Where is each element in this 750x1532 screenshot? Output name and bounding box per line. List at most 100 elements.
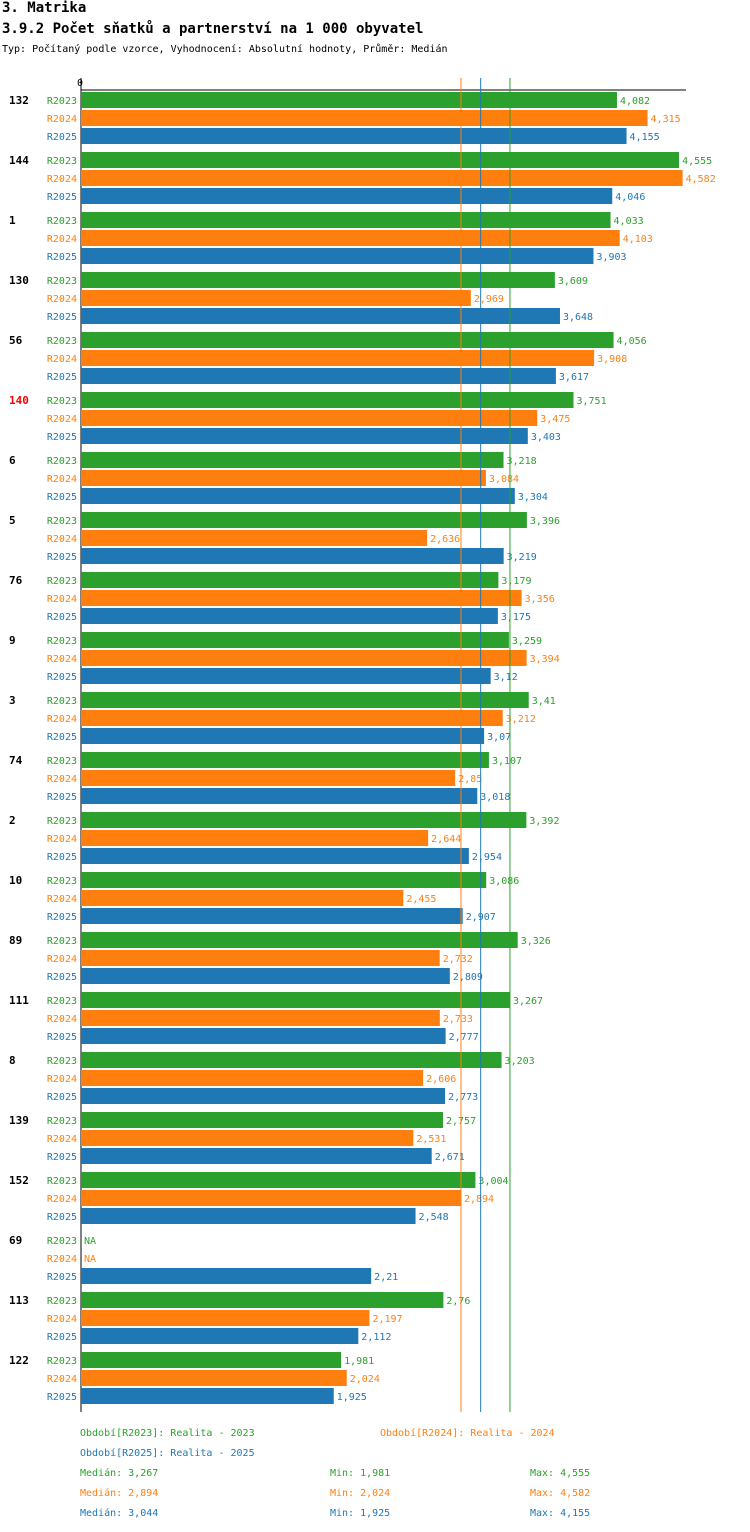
data-label: 3,219: [507, 552, 537, 563]
series-label: R2025: [47, 492, 77, 503]
series-label: R2023: [47, 1356, 77, 1367]
data-label: 3,903: [596, 252, 626, 263]
series-label: R2023: [47, 1236, 77, 1247]
bar: [81, 428, 528, 444]
legend-min-r2023: Min: 1,981: [330, 1468, 391, 1479]
series-label: R2025: [47, 792, 77, 803]
bar: [81, 1310, 370, 1326]
bar: [81, 128, 627, 144]
data-label: 3,086: [489, 876, 519, 887]
series-label: R2025: [47, 732, 77, 743]
bar: [81, 1328, 359, 1344]
series-label: R2025: [47, 1092, 77, 1103]
bar: [81, 632, 509, 648]
series-label: R2025: [47, 852, 77, 863]
data-label: 3,356: [525, 594, 555, 605]
data-label: 2,636: [430, 534, 460, 545]
data-label: 3,475: [540, 414, 570, 425]
legend-min-r2025: Min: 1,925: [330, 1508, 391, 1519]
bar: [81, 548, 504, 564]
series-label: R2024: [47, 354, 77, 365]
data-label: 3,751: [577, 396, 607, 407]
series-label: R2024: [47, 534, 77, 545]
chart-title: 3.9.2 Počet sňatků a partnerství na 1 00…: [2, 21, 424, 37]
data-label: 3,396: [530, 516, 560, 527]
data-label: 2,732: [443, 954, 473, 965]
data-label: 4,555: [682, 156, 712, 167]
series-label: R2023: [47, 876, 77, 887]
category-label: 6: [9, 454, 16, 467]
series-label: R2024: [47, 654, 77, 665]
bar: [81, 1010, 440, 1026]
bar: [81, 1130, 414, 1146]
series-label: R2023: [47, 636, 77, 647]
bar: [81, 92, 617, 108]
bar: [81, 1028, 446, 1044]
bar: [81, 272, 555, 288]
bar: [81, 212, 611, 228]
bar: [81, 350, 595, 366]
series-label: R2023: [47, 216, 77, 227]
series-label: R2024: [47, 1134, 77, 1145]
bar: [81, 1052, 502, 1068]
data-label: 3,259: [512, 636, 542, 647]
category-label: 3: [9, 694, 16, 707]
data-label: 3,304: [518, 492, 548, 503]
legend-period-r2025: Období[R2025]: Realita - 2025: [80, 1448, 255, 1459]
series-label: R2024: [47, 294, 77, 305]
category-label: 130: [9, 274, 29, 287]
series-label: R2023: [47, 96, 77, 107]
series-label: R2023: [47, 276, 77, 287]
category-label: 2: [9, 814, 16, 827]
series-label: R2025: [47, 192, 77, 203]
data-label: 3,004: [478, 1176, 508, 1187]
bar: [81, 890, 404, 906]
category-label: 140: [9, 394, 29, 407]
data-label: 1,925: [337, 1392, 367, 1403]
series-label: R2023: [47, 936, 77, 947]
bar: [81, 110, 648, 126]
series-label: R2024: [47, 714, 77, 725]
bar: [81, 170, 683, 186]
data-label: 2,112: [361, 1332, 391, 1343]
bar: [81, 248, 594, 264]
category-label: 122: [9, 1354, 29, 1367]
series-label: R2025: [47, 972, 77, 983]
bar: [81, 590, 522, 606]
category-label: 56: [9, 334, 23, 347]
data-label: NA: [84, 1236, 96, 1247]
bar: [81, 1148, 432, 1164]
bar: [81, 608, 498, 624]
category-label: 139: [9, 1114, 29, 1127]
bar: [81, 668, 491, 684]
data-label: 3,179: [501, 576, 531, 587]
series-label: R2024: [47, 774, 77, 785]
data-label: 4,056: [617, 336, 647, 347]
bar: [81, 848, 469, 864]
data-label: 4,155: [630, 132, 660, 143]
bar: [81, 512, 527, 528]
bar: [81, 470, 486, 486]
category-label: 74: [9, 754, 23, 767]
series-label: R2024: [47, 1074, 77, 1085]
bar: [81, 1370, 347, 1386]
data-label: 3,41: [532, 696, 556, 707]
bar: [81, 452, 504, 468]
series-label: R2023: [47, 1176, 77, 1187]
bar: [81, 1292, 444, 1308]
data-label: 3,267: [513, 996, 543, 1007]
bar: [81, 692, 529, 708]
data-label: 2,671: [435, 1152, 465, 1163]
legend-median-r2024: Medián: 2,894: [80, 1488, 159, 1499]
series-label: R2024: [47, 594, 77, 605]
data-label: 3,326: [521, 936, 551, 947]
data-label: 3,107: [492, 756, 522, 767]
series-label: R2024: [47, 1374, 77, 1385]
bar: [81, 530, 428, 546]
data-label: 2,455: [406, 894, 436, 905]
data-label: 2,644: [431, 834, 461, 845]
category-label: 152: [9, 1174, 29, 1187]
series-label: R2024: [47, 1194, 77, 1205]
series-label: R2023: [47, 396, 77, 407]
